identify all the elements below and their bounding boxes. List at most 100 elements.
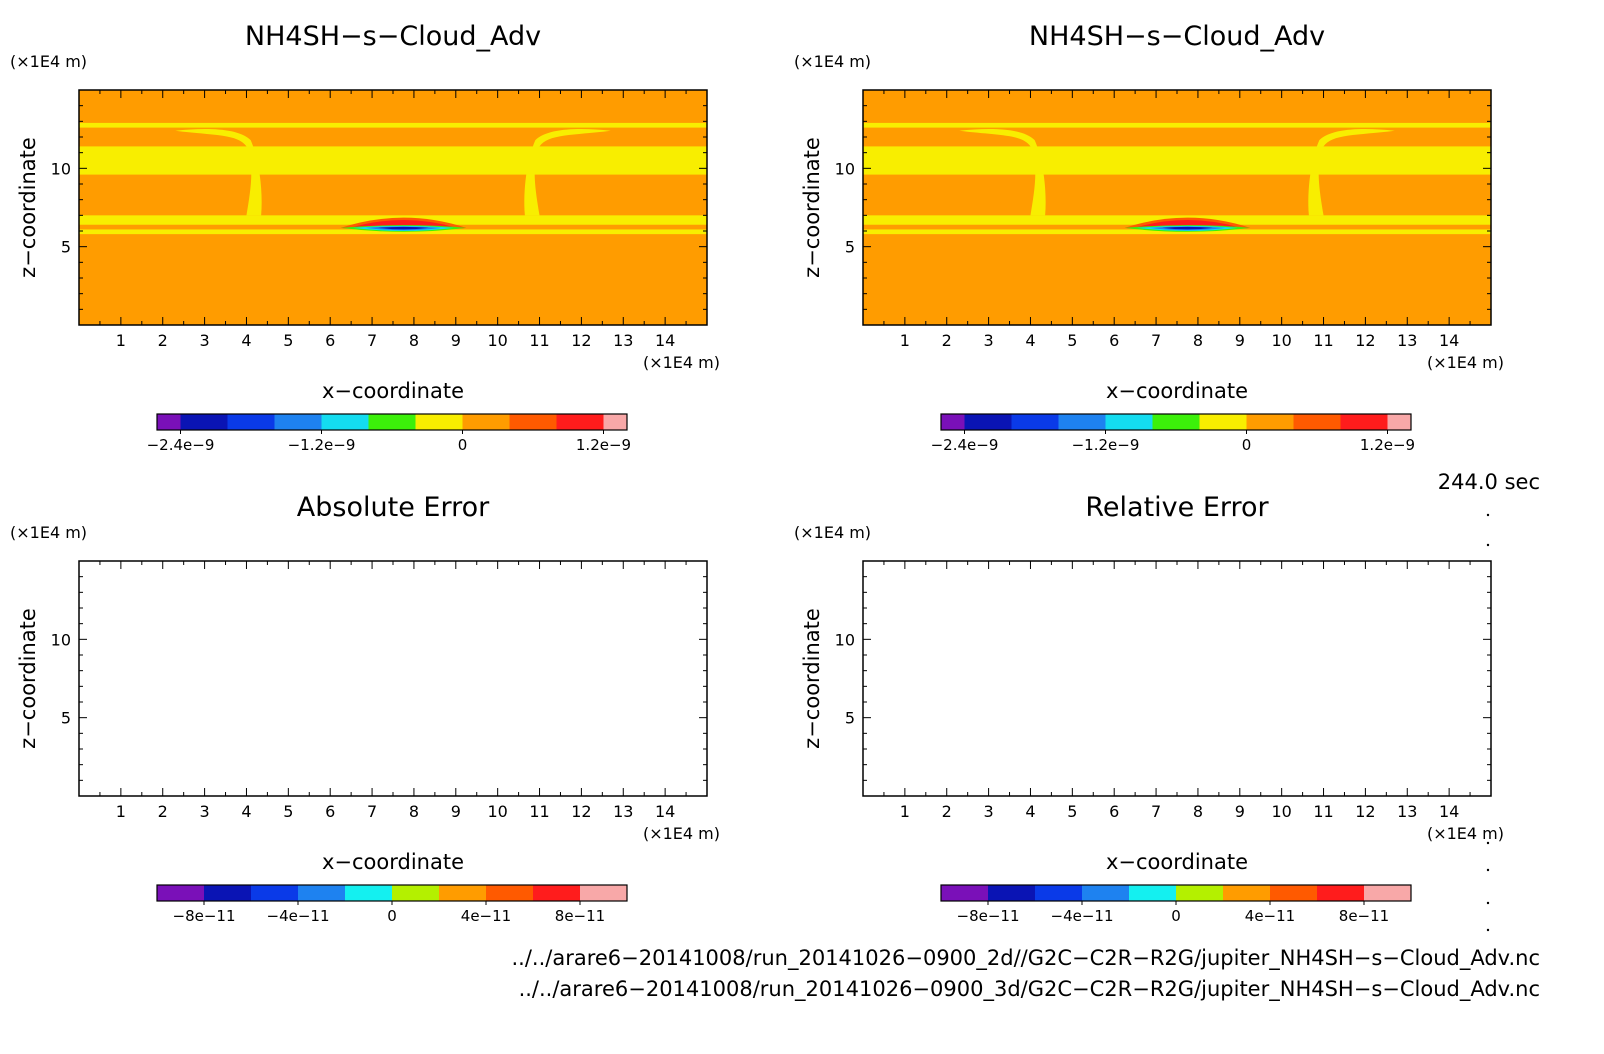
colorbar-level-7 xyxy=(1223,885,1270,901)
x-tick-label: 7 xyxy=(367,331,377,350)
footer-file-2d: ../../arare6−20141008/run_20141026−0900_… xyxy=(511,946,1540,970)
colorbar-level-5 xyxy=(345,885,392,901)
x-tick-label: 4 xyxy=(1025,802,1035,821)
colorbar-label: −2.4e−9 xyxy=(147,436,215,454)
x-tick-label: 11 xyxy=(529,331,549,350)
colorbar-frame xyxy=(156,413,628,431)
colorbar: −2.4e−9 −1.2e−9 0 1.2e−9 xyxy=(931,413,1415,454)
colorbar-level-9 xyxy=(1317,885,1364,901)
x-tick-label: 2 xyxy=(942,802,952,821)
colorbar-level-8 xyxy=(1270,885,1317,901)
colorbar-label: 1.2e−9 xyxy=(576,436,631,454)
colorbar-label: 4e−11 xyxy=(1245,907,1295,925)
field-band-1 xyxy=(79,122,707,128)
colorbar-level-5 xyxy=(1129,885,1176,901)
x-tick-label: 10 xyxy=(487,802,507,821)
edge-dot xyxy=(1486,928,1490,932)
field-background xyxy=(79,90,707,325)
y-tick-label: 10 xyxy=(835,159,855,178)
x-tick-label: 8 xyxy=(409,331,419,350)
x-tick-label: 5 xyxy=(283,802,293,821)
colorbar-level-1 xyxy=(157,414,181,430)
chart-panel-3: Absolute Error(×1E4 m)1 2 3 4 5 6 7 8 9 10 11 12 13 1… xyxy=(10,492,720,925)
colorbar-label: 0 xyxy=(1242,436,1252,454)
x-tick-label: 9 xyxy=(1235,802,1245,821)
colorbar-label: −8e−11 xyxy=(957,907,1020,925)
colorbar-level-10 xyxy=(1364,885,1411,901)
x-tick-label: 13 xyxy=(613,802,633,821)
x-tick-label: 14 xyxy=(655,331,675,350)
y-unit-label: (×1E4 m) xyxy=(10,523,87,542)
colorbar-level-8 xyxy=(462,414,510,430)
colorbar-label: 8e−11 xyxy=(555,907,605,925)
colorbar-level-4 xyxy=(1058,414,1106,430)
colorbar-level-7 xyxy=(415,414,463,430)
chart-title: Absolute Error xyxy=(297,492,490,523)
x-axis-label: x−coordinate xyxy=(1106,850,1248,874)
colorbar-label: −1.2e−9 xyxy=(1072,436,1140,454)
x-axis-label: x−coordinate xyxy=(322,850,464,874)
colorbar-level-2 xyxy=(180,414,228,430)
chart-title: Relative Error xyxy=(1085,492,1269,523)
colorbar-level-4 xyxy=(274,414,322,430)
y-tick-label: 5 xyxy=(61,709,71,728)
cap-left xyxy=(938,181,1027,205)
colorbar-level-9 xyxy=(533,885,580,901)
colorbar-level-3 xyxy=(1035,885,1082,901)
x-tick-label: 3 xyxy=(984,331,994,350)
x-tick-label: 12 xyxy=(1355,802,1375,821)
x-unit-label: (×1E4 m) xyxy=(1427,824,1504,843)
x-unit-label: (×1E4 m) xyxy=(643,824,720,843)
x-tick-label: 11 xyxy=(1313,331,1333,350)
colorbar-label: −4e−11 xyxy=(267,907,330,925)
y-tick-label: 10 xyxy=(51,630,71,649)
colorbar-label: 0 xyxy=(387,907,397,925)
plot-frame xyxy=(78,560,708,797)
colorbar-level-6 xyxy=(1152,414,1200,430)
x-tick-label: 13 xyxy=(613,331,633,350)
x-tick-label: 13 xyxy=(1397,802,1417,821)
colorbar-label: 8e−11 xyxy=(1339,907,1389,925)
colorbar-level-11 xyxy=(1387,414,1411,430)
x-tick-label: 5 xyxy=(1067,802,1077,821)
edge-dot xyxy=(1486,841,1490,845)
y-unit-label: (×1E4 m) xyxy=(10,52,87,71)
x-tick-label: 1 xyxy=(900,331,910,350)
colorbar: −2.4e−9 −1.2e−9 0 1.2e−9 xyxy=(147,413,631,454)
anomaly-negative-4 xyxy=(378,226,429,230)
x-tick-label: 9 xyxy=(451,331,461,350)
colorbar-label: 0 xyxy=(1171,907,1181,925)
x-tick-label: 13 xyxy=(1397,331,1417,350)
anomaly-negative-4 xyxy=(1162,226,1213,230)
field-band-4 xyxy=(863,229,1491,235)
colorbar-label: −4e−11 xyxy=(1051,907,1114,925)
colorbar-level-5 xyxy=(321,414,369,430)
cap-right xyxy=(1327,181,1416,205)
x-tick-label: 14 xyxy=(1439,331,1459,350)
x-tick-label: 6 xyxy=(1109,331,1119,350)
colorbar-label: −8e−11 xyxy=(173,907,236,925)
x-tick-label: 12 xyxy=(1355,331,1375,350)
colorbar-label: 0 xyxy=(458,436,468,454)
colorbar-level-5 xyxy=(1105,414,1153,430)
colorbar-level-2 xyxy=(964,414,1012,430)
edge-dot xyxy=(1486,901,1490,905)
y-tick-label: 10 xyxy=(835,630,855,649)
chart-panel-4: Relative Error(×1E4 m)1 2 3 4 5 6 7 8 9 10 11 12 13 1… xyxy=(794,492,1504,925)
colorbar-label: 4e−11 xyxy=(461,907,511,925)
field-band-2 xyxy=(79,146,707,175)
colorbar-level-6 xyxy=(392,885,439,901)
x-tick-label: 4 xyxy=(1025,331,1035,350)
colorbar: −8e−11 −4e−11 0 4e−11 8e−11 xyxy=(940,884,1412,925)
x-tick-label: 3 xyxy=(200,802,210,821)
x-axis-label: x−coordinate xyxy=(322,379,464,403)
colorbar-level-1 xyxy=(941,885,988,901)
colorbar-level-2 xyxy=(988,885,1035,901)
x-tick-label: 4 xyxy=(241,802,251,821)
x-tick-label: 10 xyxy=(487,331,507,350)
x-axis-label: x−coordinate xyxy=(1106,379,1248,403)
field-band-4 xyxy=(79,229,707,235)
x-tick-label: 8 xyxy=(1193,802,1203,821)
x-tick-label: 10 xyxy=(1271,331,1291,350)
